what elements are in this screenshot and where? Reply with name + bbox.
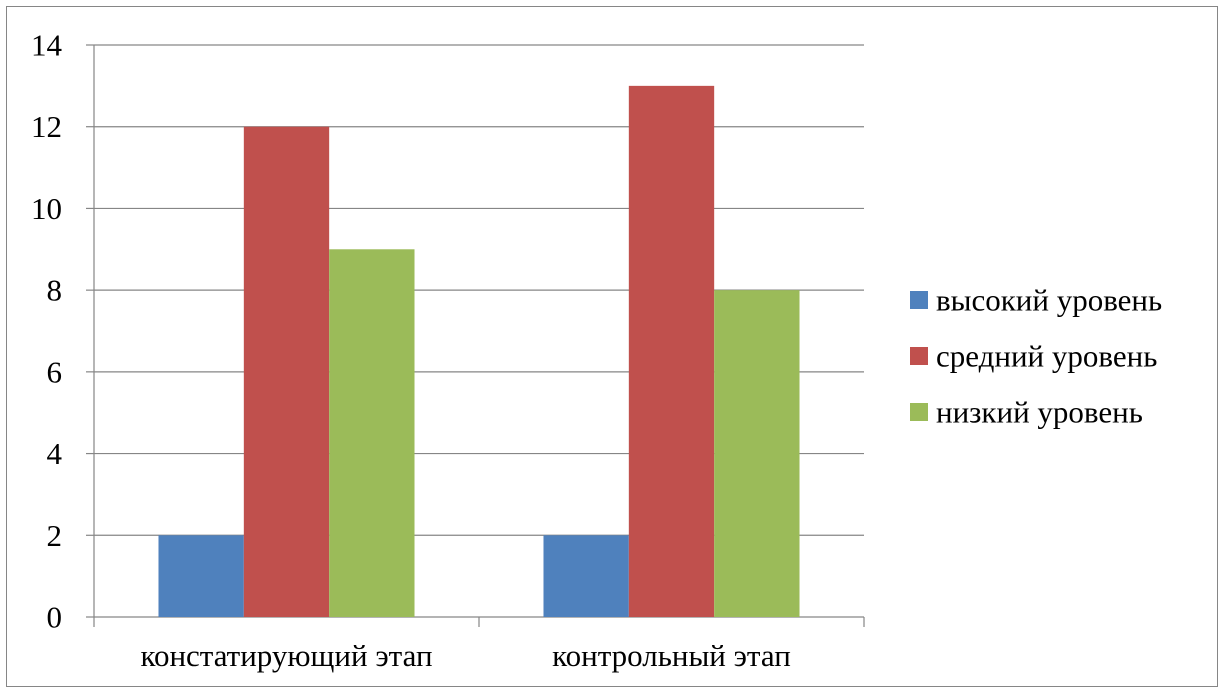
y-tick-label: 8 — [47, 273, 63, 308]
y-tick-label: 0 — [47, 600, 63, 635]
bar — [158, 535, 244, 617]
bar — [714, 290, 800, 617]
y-tick-label: 14 — [31, 28, 63, 63]
legend-swatch — [910, 291, 928, 309]
y-tick-label: 10 — [31, 191, 62, 226]
bar — [628, 85, 715, 618]
legend-entry-label: высокий уровень — [936, 283, 1162, 318]
y-tick-label: 4 — [47, 436, 63, 471]
x-category-label: констатирующий этап — [140, 638, 432, 673]
legend-entry-label: низкий уровень — [936, 395, 1143, 430]
y-tick-label: 6 — [47, 354, 63, 389]
legend-entry-label: средний уровень — [936, 339, 1157, 374]
y-tick-label: 12 — [31, 109, 62, 144]
legend-swatch — [910, 347, 928, 365]
bar — [543, 535, 629, 617]
legend-swatch — [910, 403, 928, 421]
y-tick-label: 2 — [47, 518, 63, 553]
x-category-label: контрольный этап — [552, 638, 791, 673]
bar — [329, 249, 415, 618]
bar — [243, 126, 330, 617]
